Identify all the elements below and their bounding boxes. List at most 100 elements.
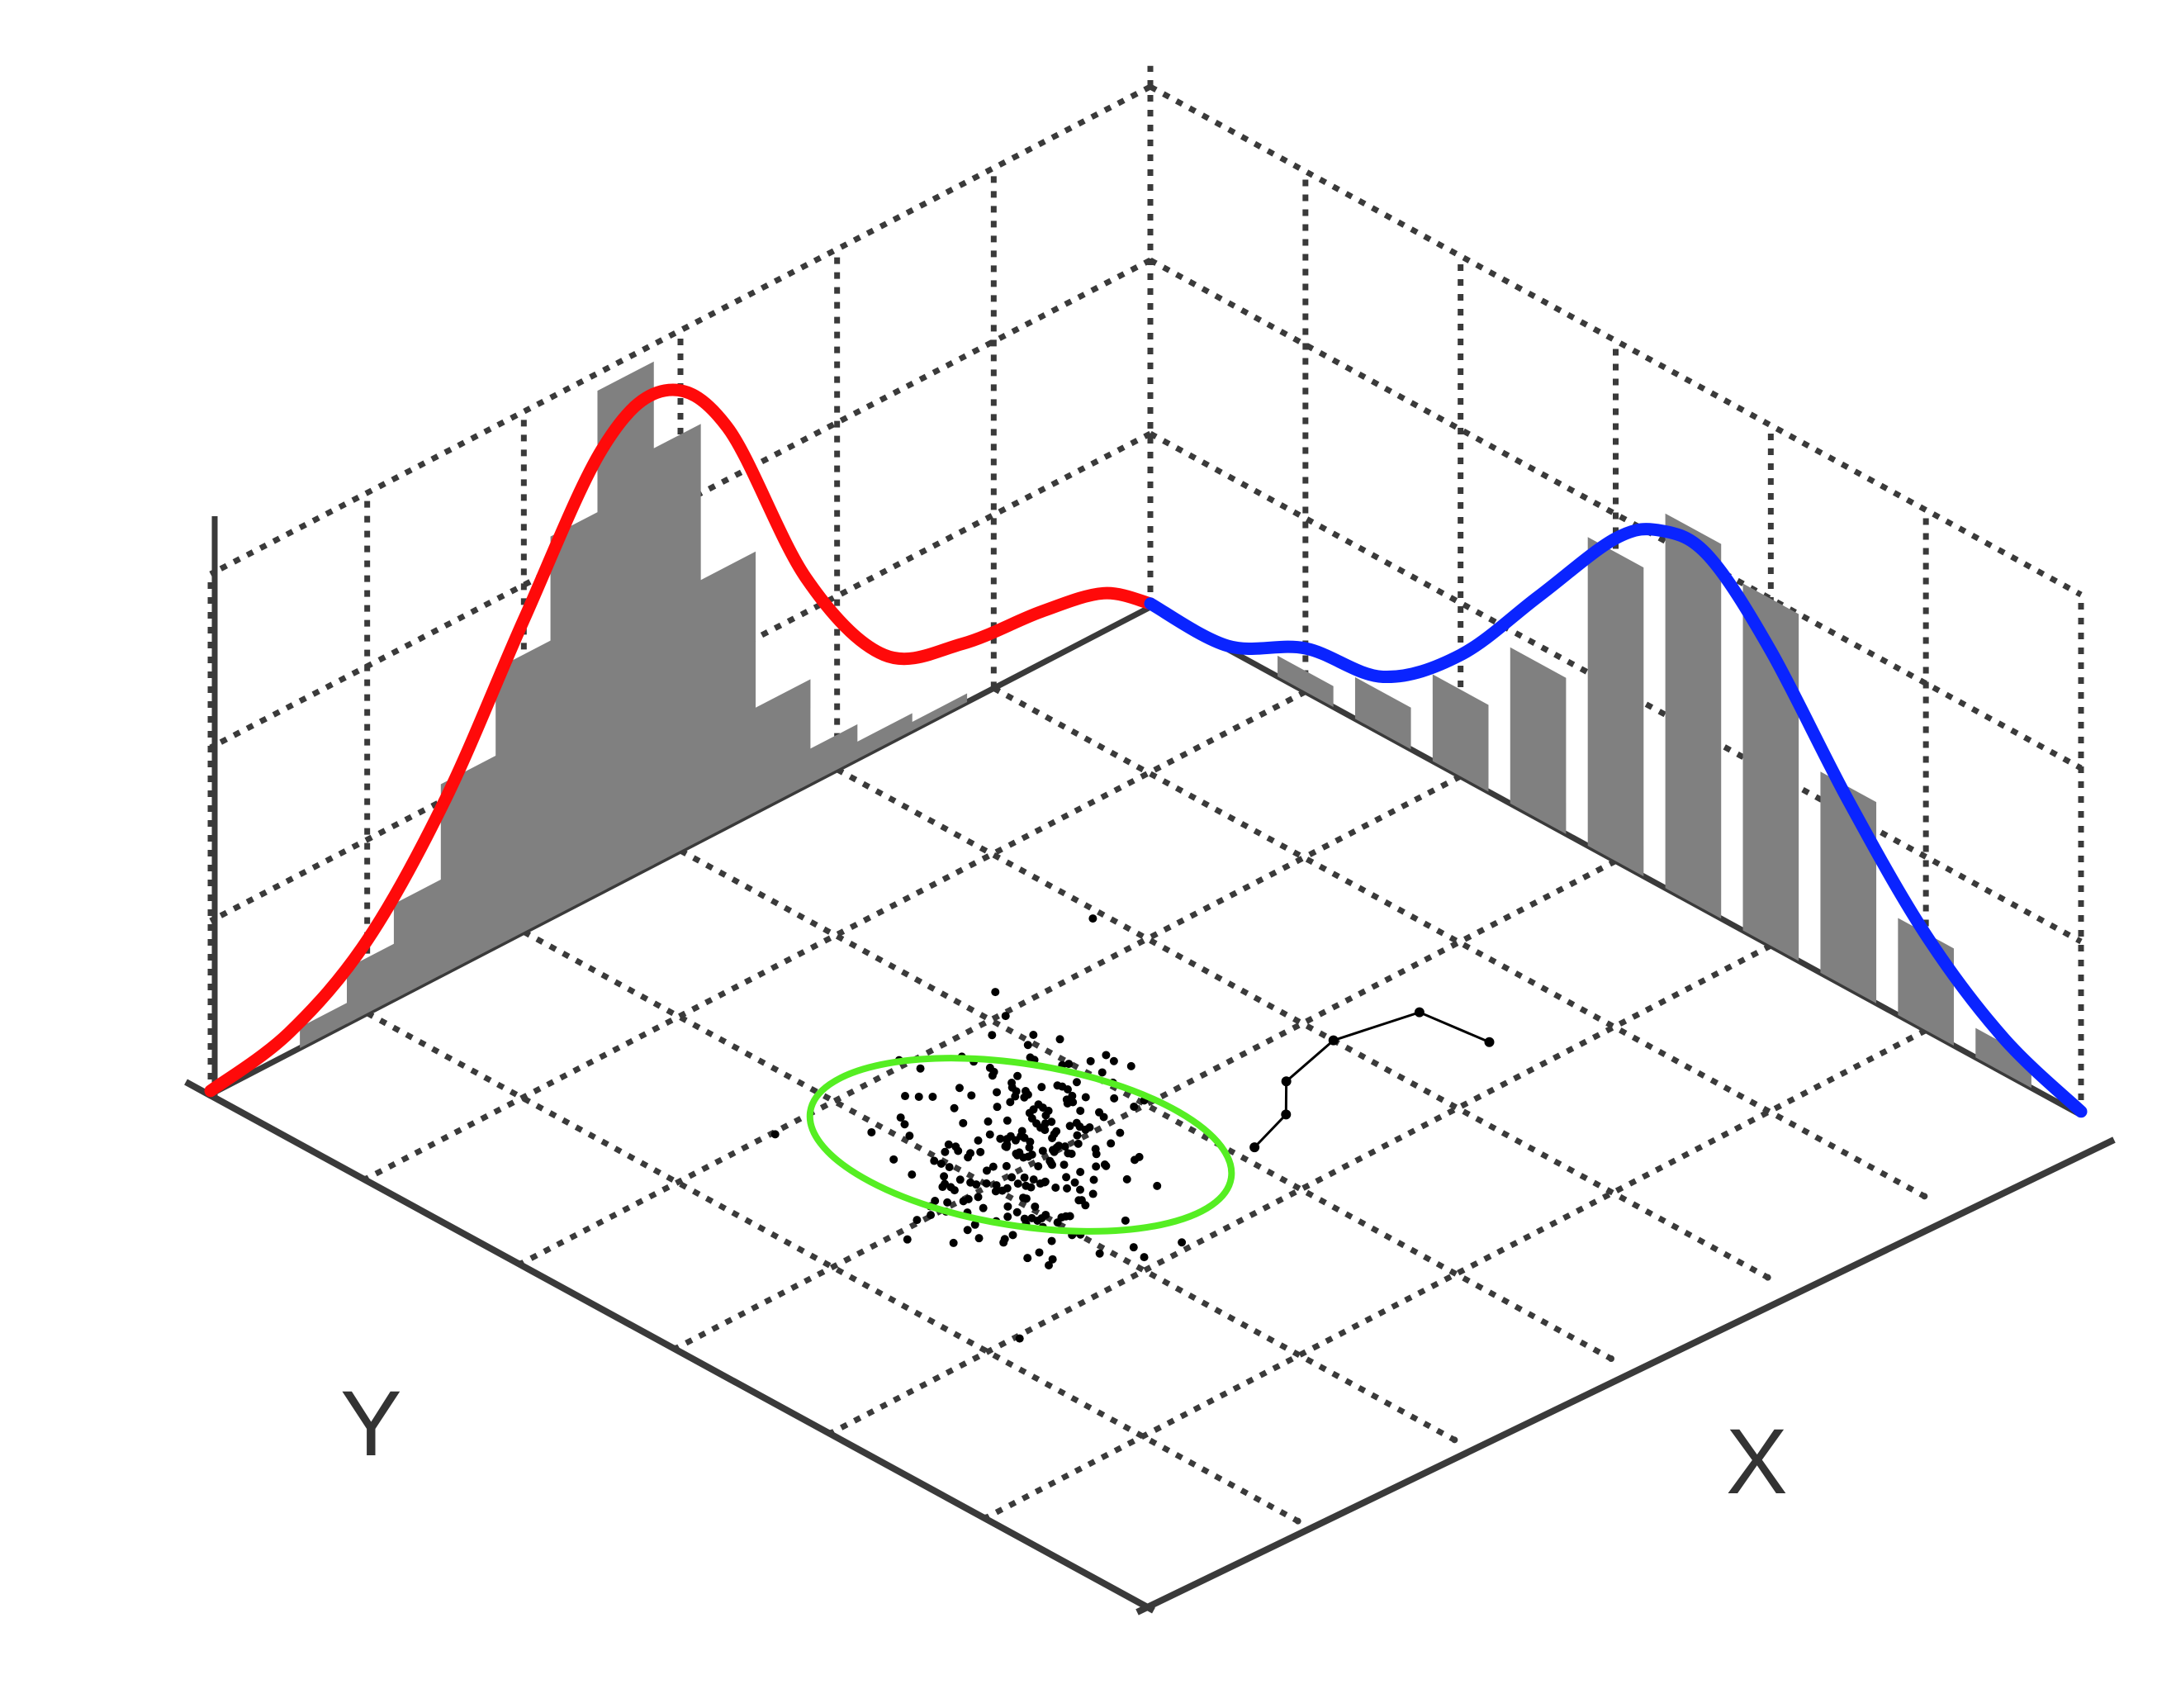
scatter-point	[1100, 1160, 1109, 1170]
scatter-point	[1075, 1185, 1084, 1194]
trajectory-point	[1281, 1076, 1292, 1087]
scatter-point	[938, 1183, 947, 1192]
right-wall-grid	[1149, 83, 2084, 1115]
y-histogram-bar	[801, 724, 858, 789]
scatter-point	[1020, 1173, 1029, 1182]
scatter-point	[1051, 1184, 1060, 1193]
scatter-point	[1041, 1177, 1050, 1186]
y-histogram-bar	[754, 679, 811, 813]
marginal-curves	[204, 383, 2088, 1118]
y-histogram-bar	[699, 551, 756, 842]
scatter-point	[1031, 1202, 1040, 1211]
scatter-point	[1153, 1181, 1162, 1190]
scatter-point	[1003, 1202, 1012, 1211]
scatter-point	[1073, 1131, 1082, 1140]
scatter-point	[1007, 1173, 1017, 1182]
scatter-point	[985, 1130, 994, 1139]
scatter-point	[972, 1180, 981, 1189]
scatter-point	[992, 1181, 1001, 1190]
scatter-point	[1076, 1168, 1085, 1177]
scatter-point	[974, 1136, 983, 1145]
scatter-point	[1068, 1091, 1077, 1100]
scatter-point	[896, 1113, 905, 1122]
scatter-point	[1063, 1098, 1072, 1108]
y-axis-tick	[362, 1175, 369, 1183]
scatter-point	[1089, 1175, 1098, 1184]
scatter-point	[1135, 1152, 1144, 1161]
x-histogram-bar	[1665, 513, 1722, 919]
scatter-point	[993, 1088, 1002, 1097]
x-histogram-bar	[1587, 537, 1644, 876]
left-wall-grid	[207, 65, 1154, 1094]
y-histogram-bar	[856, 713, 913, 760]
scatter-point	[1072, 1118, 1081, 1127]
scatter-point	[940, 1172, 949, 1181]
scatter-point	[1048, 1160, 1057, 1170]
floor-grid-line	[522, 929, 1457, 1443]
scatter-point	[1035, 1248, 1044, 1257]
scatter-point	[1003, 1212, 1012, 1222]
scatter-point	[1064, 1149, 1073, 1158]
scatter-point	[1081, 1093, 1090, 1102]
scatter-point	[1013, 1179, 1022, 1188]
trajectory-point	[1249, 1142, 1260, 1153]
scatter-point	[945, 1163, 954, 1172]
x-histogram-bar	[1510, 647, 1567, 834]
scatter-point	[1060, 1160, 1069, 1170]
scatter-point	[1072, 1078, 1081, 1087]
floor-grid-line	[674, 858, 1618, 1351]
scatter-point	[900, 1120, 909, 1129]
scatter-point	[930, 1156, 939, 1165]
x-histogram-bar	[1975, 1027, 2031, 1089]
scatter-point	[1029, 1175, 1038, 1184]
x-axis-tick	[1451, 1436, 1458, 1444]
scatter-point	[1178, 1238, 1187, 1247]
scatter-point	[1081, 1201, 1090, 1210]
scatter-point	[936, 1159, 946, 1168]
scatter-point	[996, 1134, 1005, 1143]
right-wall-level-line	[1149, 430, 2083, 945]
scatter-point	[1015, 1334, 1024, 1343]
y-histogram-bar	[910, 693, 968, 732]
scatter-point	[999, 1238, 1008, 1247]
floor-grid	[364, 686, 1927, 1524]
scatter-point	[1041, 1119, 1050, 1128]
trajectory-point	[1281, 1109, 1292, 1120]
scatter-point	[993, 1103, 1002, 1112]
scatter-point	[1052, 1127, 1061, 1136]
y-histogram-bar	[597, 361, 654, 894]
scatter-point	[1012, 1151, 1022, 1160]
scatter-point	[1006, 1098, 1015, 1107]
scatter-point	[1130, 1102, 1139, 1111]
floor-grid-line	[519, 773, 1462, 1267]
confidence-ellipse	[806, 1055, 1235, 1235]
scatter-point	[1070, 1178, 1079, 1187]
y-histogram-bar	[347, 938, 404, 1024]
y-marginal-curve	[204, 383, 1157, 1098]
scatter-point	[988, 1071, 997, 1080]
scatter-point	[1064, 1060, 1074, 1069]
trajectory	[1249, 1007, 1495, 1153]
scatter-point	[1012, 1207, 1022, 1217]
left-wall-level-line	[209, 83, 1152, 577]
scatter-point	[1038, 1146, 1047, 1155]
scatter-points	[770, 914, 1187, 1343]
y-axis-tick	[827, 1430, 835, 1436]
trajectory-point	[1484, 1037, 1495, 1047]
floor-axes	[184, 516, 2116, 1615]
scatter-point	[1109, 1056, 1118, 1065]
scatter-point	[770, 1130, 780, 1139]
scatter-point	[1033, 1216, 1042, 1225]
trajectory-line	[1254, 1011, 1491, 1149]
scatter-point	[1074, 1139, 1083, 1148]
x-histogram-bar	[1278, 655, 1334, 707]
scatter-point	[1058, 1082, 1067, 1091]
scatter-point	[1017, 1127, 1026, 1136]
scatter-point	[1023, 1041, 1032, 1050]
scatter-point	[867, 1127, 876, 1136]
scatter-point	[963, 1226, 972, 1235]
scatter-point	[903, 1235, 912, 1244]
trajectory-point	[1328, 1035, 1339, 1046]
scatter-point	[991, 988, 1000, 997]
